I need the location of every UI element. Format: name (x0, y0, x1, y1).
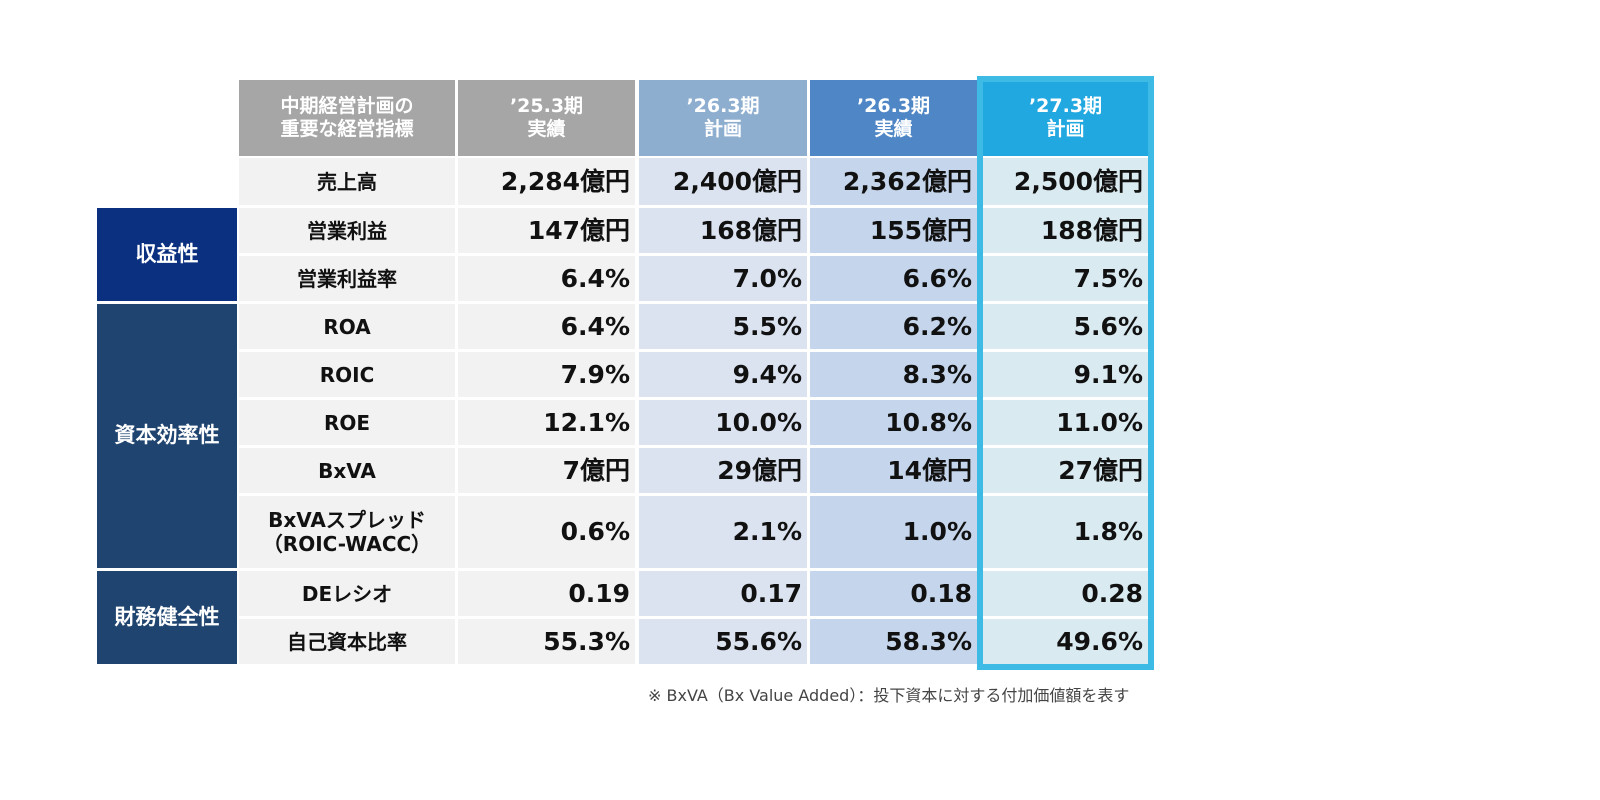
value-cell: 14億円 (810, 448, 977, 493)
value-cell: 0.17 (639, 571, 807, 616)
value-cell: 168億円 (639, 208, 807, 253)
column-header: ’26.3期 計画 (639, 80, 807, 156)
value-cell: 2,400億円 (639, 158, 807, 205)
footnote: ※ BxVA（Bx Value Added）：投下資本に対する付加価値額を表す (648, 686, 1130, 705)
group-label: 資本効率性 (97, 304, 237, 568)
group-label: 財務健全性 (97, 571, 237, 664)
value-cell: 7億円 (458, 448, 635, 493)
value-cell: 1.8% (983, 496, 1148, 568)
value-cell: 49.6% (983, 619, 1148, 664)
value-cell: 27億円 (983, 448, 1148, 493)
value-cell: 2,500億円 (983, 158, 1148, 205)
value-cell: 6.4% (458, 256, 635, 301)
value-cell: 10.8% (810, 400, 977, 445)
value-cell: 2,362億円 (810, 158, 977, 205)
value-cell: 6.4% (458, 304, 635, 349)
row-label: 営業利益 (239, 208, 455, 253)
value-cell: 29億円 (639, 448, 807, 493)
row-label: 営業利益率 (239, 256, 455, 301)
value-cell: 147億円 (458, 208, 635, 253)
column-header: 中期経営計画の 重要な経営指標 (239, 80, 455, 156)
row-label: BxVA (239, 448, 455, 493)
value-cell: 0.18 (810, 571, 977, 616)
value-cell: 7.0% (639, 256, 807, 301)
value-cell: 9.4% (639, 352, 807, 397)
row-label: 売上高 (239, 158, 455, 205)
value-cell: 0.6% (458, 496, 635, 568)
highlight-frame (977, 76, 1154, 670)
row-label: ROA (239, 304, 455, 349)
value-cell: 155億円 (810, 208, 977, 253)
value-cell: 10.0% (639, 400, 807, 445)
value-cell: 8.3% (810, 352, 977, 397)
value-cell: 1.0% (810, 496, 977, 568)
column-header: ’25.3期 実績 (458, 80, 635, 156)
value-cell: 5.5% (639, 304, 807, 349)
column-header: ’27.3期 計画 (983, 80, 1148, 156)
row-label: ROIC (239, 352, 455, 397)
row-label: 自己資本比率 (239, 619, 455, 664)
group-label: 収益性 (97, 208, 237, 301)
row-label: BxVAスプレッド （ROIC-WACC） (239, 496, 455, 568)
value-cell: 12.1% (458, 400, 635, 445)
value-cell: 58.3% (810, 619, 977, 664)
value-cell: 2,284億円 (458, 158, 635, 205)
row-label: ROE (239, 400, 455, 445)
column-header: ’26.3期 実績 (810, 80, 977, 156)
row-label: DEレシオ (239, 571, 455, 616)
value-cell: 7.5% (983, 256, 1148, 301)
value-cell: 2.1% (639, 496, 807, 568)
value-cell: 0.19 (458, 571, 635, 616)
value-cell: 7.9% (458, 352, 635, 397)
value-cell: 11.0% (983, 400, 1148, 445)
value-cell: 6.6% (810, 256, 977, 301)
value-cell: 5.6% (983, 304, 1148, 349)
value-cell: 6.2% (810, 304, 977, 349)
value-cell: 0.28 (983, 571, 1148, 616)
value-cell: 9.1% (983, 352, 1148, 397)
value-cell: 188億円 (983, 208, 1148, 253)
value-cell: 55.3% (458, 619, 635, 664)
value-cell: 55.6% (639, 619, 807, 664)
